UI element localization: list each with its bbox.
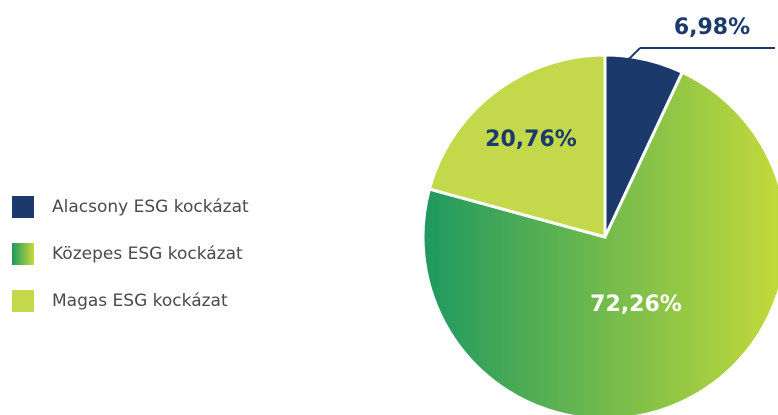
pie-slice xyxy=(427,53,607,239)
legend-swatch xyxy=(12,243,34,265)
data-label: 20,76% xyxy=(485,127,577,152)
data-label: 72,26% xyxy=(590,292,682,317)
data-label: 6,98% xyxy=(674,15,750,40)
legend-label: Alacsony ESG kockázat xyxy=(52,197,249,217)
legend-swatch xyxy=(12,196,34,218)
legend-label: Magas ESG kockázat xyxy=(52,291,228,311)
pie-slice xyxy=(421,70,778,415)
leader-line xyxy=(625,47,641,63)
legend-label: Közepes ESG kockázat xyxy=(52,244,243,264)
legend-swatch xyxy=(12,290,34,312)
